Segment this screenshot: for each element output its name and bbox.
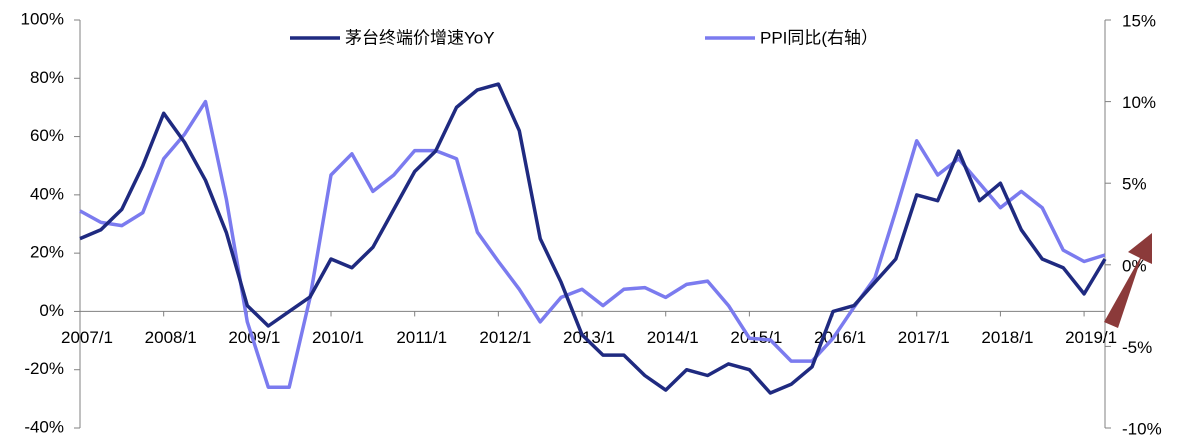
x-tick-label: 2016/1 xyxy=(814,328,866,347)
y-tick-label: 80% xyxy=(30,68,64,87)
x-tick-label: 2019/1 xyxy=(1065,328,1117,347)
x-tick-label: 2018/1 xyxy=(981,328,1033,347)
y2-tick-label: 5% xyxy=(1122,175,1147,194)
x-tick-label: 2012/1 xyxy=(479,328,531,347)
legend-label: PPI同比(右轴） xyxy=(760,28,878,47)
trend-arrow xyxy=(1104,233,1152,328)
x-tick-label: 2009/1 xyxy=(228,328,280,347)
x-tick-label: 2007/1 xyxy=(61,328,113,347)
x-tick-label: 2013/1 xyxy=(563,328,615,347)
x-tick-label: 2017/1 xyxy=(898,328,950,347)
y-tick-label: -20% xyxy=(24,359,64,378)
y-tick-label: 40% xyxy=(30,184,64,203)
legend-label: 茅台终端价增速YoY xyxy=(345,28,495,47)
x-tick-label: 2008/1 xyxy=(145,328,197,347)
y2-tick-label: -10% xyxy=(1122,419,1162,437)
y-tick-label: 0% xyxy=(39,301,64,320)
series-line xyxy=(79,99,1106,389)
y2-tick-label: 15% xyxy=(1122,11,1156,30)
plot: -40% -20% 0% 20% 40% 60% 80% 100% -10% -5% 0% 5% 10%… xyxy=(21,9,1162,437)
y-tick-label: -40% xyxy=(24,417,64,436)
y-tick-label: 100% xyxy=(21,9,64,28)
x-tick-label: 2014/1 xyxy=(647,328,699,347)
series-line xyxy=(79,82,1107,395)
y-tick-label: 60% xyxy=(30,126,64,145)
x-tick-label: 2010/1 xyxy=(312,328,364,347)
x-tick-label: 2011/1 xyxy=(396,328,447,347)
y-tick-label: 20% xyxy=(30,243,64,262)
y2-tick-label: -5% xyxy=(1122,338,1152,357)
y2-tick-label: 10% xyxy=(1122,93,1156,112)
y2-tick-label: 0% xyxy=(1122,256,1147,275)
